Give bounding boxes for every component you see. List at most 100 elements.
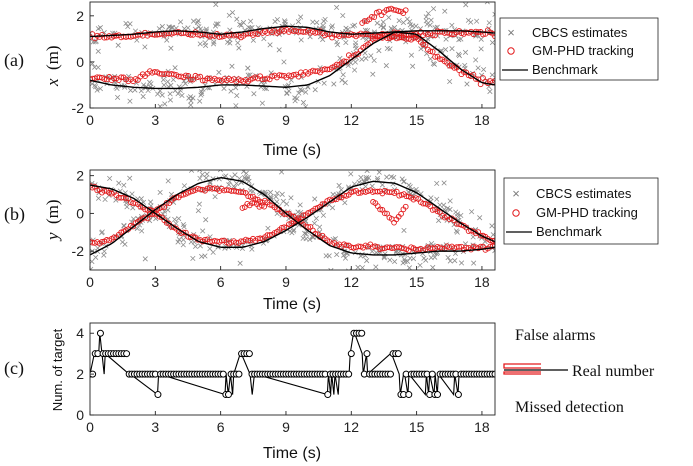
estimate-point — [343, 39, 349, 46]
annotation-real-number: Real number — [572, 363, 655, 380]
panel-b-ylabel-var: y — [43, 232, 62, 242]
estimate-point — [295, 209, 301, 215]
target-count-marker — [345, 370, 353, 378]
estimate-point — [423, 18, 429, 24]
x-tick-label: 15 — [409, 274, 425, 290]
tracking-point — [492, 78, 495, 84]
estimate-point — [453, 209, 459, 215]
estimate-point — [160, 77, 166, 83]
tracking-point — [183, 72, 189, 79]
tracking-point — [374, 188, 381, 195]
estimate-point — [474, 18, 480, 24]
estimate-point — [190, 95, 196, 101]
tracking-point — [372, 243, 379, 250]
estimate-point — [477, 215, 483, 221]
estimate-point — [245, 65, 251, 71]
estimate-point — [93, 84, 99, 90]
estimate-point — [376, 170, 382, 175]
x-tick-label: 18 — [474, 112, 490, 128]
panel-a: (a) x (m) 0 3 6 9 12 15 18-202 Time (s) × CBCS… — [4, 1, 659, 159]
x-tick-label: 12 — [344, 274, 360, 290]
estimate-point — [207, 246, 213, 252]
estimate-point — [139, 228, 145, 234]
estimate-point — [171, 199, 177, 206]
estimate-point — [210, 41, 217, 47]
estimate-point — [425, 10, 431, 17]
tracking-point — [398, 211, 404, 217]
x-tick-label: 12 — [344, 112, 360, 128]
estimate-point — [226, 12, 232, 18]
estimate-point — [381, 255, 387, 261]
estimate-point — [452, 258, 458, 264]
y-tick-label: 0 — [76, 54, 84, 70]
benchmark-line-2 — [90, 177, 495, 256]
estimate-point — [213, 2, 219, 8]
estimate-point — [387, 257, 393, 263]
estimate-point — [216, 69, 222, 75]
estimate-point — [127, 175, 133, 181]
estimate-point — [177, 19, 184, 25]
estimate-point — [370, 71, 376, 77]
estimate-point — [200, 228, 206, 234]
estimate-point — [355, 264, 361, 270]
estimate-point — [251, 91, 257, 97]
estimate-point — [356, 179, 362, 185]
estimate-point — [199, 253, 205, 260]
estimate-point — [363, 176, 369, 182]
tracking-point — [199, 77, 206, 84]
estimate-point — [128, 87, 134, 93]
estimate-point — [338, 187, 344, 193]
estimate-point — [196, 201, 202, 207]
estimate-point — [316, 224, 323, 230]
target-count-marker — [386, 370, 394, 378]
estimate-point — [250, 37, 256, 43]
estimate-point — [458, 260, 465, 266]
estimate-point — [340, 72, 346, 78]
estimate-point — [155, 91, 161, 97]
estimate-point — [299, 87, 305, 94]
panel-b: (b) y (m) 0 3 6 9 12 15 18-202 Time (s) × CBCS… — [4, 168, 659, 313]
estimate-point — [386, 14, 392, 21]
estimate-point — [195, 18, 201, 24]
estimate-point — [369, 248, 375, 255]
estimate-point — [352, 43, 358, 49]
tracking-point — [429, 32, 436, 38]
estimate-point — [392, 259, 398, 265]
x-tick-label: 15 — [409, 112, 425, 128]
estimate-point — [180, 242, 186, 248]
estimate-point — [138, 196, 144, 202]
estimate-point — [312, 196, 318, 202]
tracking-point — [432, 32, 438, 39]
tracking-point — [111, 75, 117, 82]
estimate-point — [462, 49, 469, 55]
panel-c-xlabel: Time (s) — [263, 445, 321, 462]
estimate-point — [90, 39, 96, 45]
estimate-point — [458, 212, 464, 219]
estimate-point — [447, 258, 453, 264]
estimate-point — [432, 254, 438, 260]
target-count-marker — [394, 350, 402, 358]
estimate-point — [235, 40, 241, 46]
estimate-point — [204, 171, 210, 177]
estimate-point — [172, 216, 178, 223]
tracking-point — [274, 206, 280, 212]
x-tick-label: 3 — [151, 419, 159, 435]
estimate-point — [302, 230, 308, 236]
estimate-point — [203, 217, 209, 223]
target-count-marker — [358, 329, 366, 337]
tracking-point — [472, 76, 479, 82]
estimate-point — [489, 223, 495, 229]
estimate-point — [197, 175, 203, 182]
panel-b-legend-box — [503, 177, 659, 245]
panel-b-letter: (b) — [4, 204, 25, 225]
estimate-point — [273, 194, 279, 200]
estimate-point — [233, 103, 239, 108]
estimate-point — [126, 73, 132, 79]
estimate-point — [175, 239, 181, 245]
estimate-point — [430, 6, 437, 12]
estimate-point — [240, 19, 247, 26]
estimate-point — [166, 24, 172, 30]
tracking-point — [381, 210, 388, 217]
tracking-point — [369, 13, 375, 20]
panel-a-series — [90, 2, 495, 108]
